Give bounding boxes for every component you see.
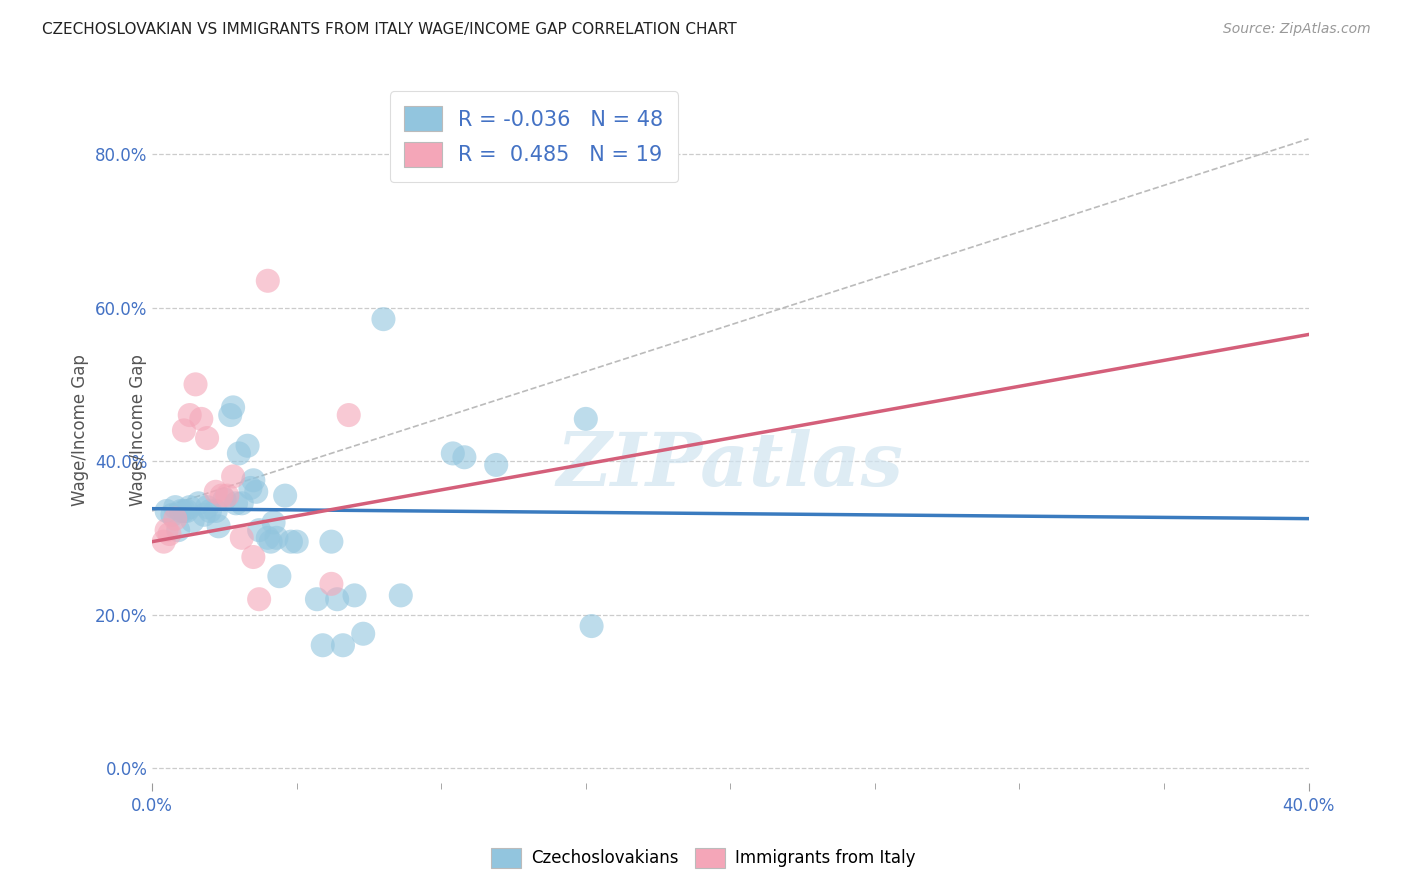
Point — [274, 489, 297, 503]
Point — [219, 408, 242, 422]
Point — [247, 523, 270, 537]
Point — [152, 534, 174, 549]
Point — [222, 469, 245, 483]
Point — [228, 446, 250, 460]
Point — [321, 577, 343, 591]
Point — [239, 481, 262, 495]
Point — [187, 496, 209, 510]
Point — [266, 531, 288, 545]
Point — [159, 527, 181, 541]
Point — [485, 458, 508, 472]
Point — [165, 500, 187, 515]
Point — [312, 638, 335, 652]
Point — [343, 588, 366, 602]
Point — [217, 489, 239, 503]
Point — [269, 569, 291, 583]
Text: Source: ZipAtlas.com: Source: ZipAtlas.com — [1223, 22, 1371, 37]
Point — [247, 592, 270, 607]
Point — [195, 500, 218, 515]
Point — [285, 534, 308, 549]
Point — [156, 504, 179, 518]
Point — [173, 424, 195, 438]
Point — [575, 412, 598, 426]
Point — [204, 484, 226, 499]
Point — [453, 450, 475, 465]
Point — [214, 492, 236, 507]
Text: ZIPatlas: ZIPatlas — [557, 429, 904, 502]
Point — [222, 401, 245, 415]
Point — [256, 531, 278, 545]
Point — [193, 508, 215, 522]
Point — [260, 534, 283, 549]
Point — [176, 504, 198, 518]
Point — [245, 484, 267, 499]
Point — [179, 500, 201, 515]
Point — [256, 274, 278, 288]
Point — [441, 446, 464, 460]
Legend: R = -0.036   N = 48, R =  0.485   N = 19: R = -0.036 N = 48, R = 0.485 N = 19 — [389, 91, 678, 182]
Point — [326, 592, 349, 607]
Point — [231, 496, 253, 510]
Point — [581, 619, 603, 633]
Point — [195, 431, 218, 445]
Point — [204, 504, 226, 518]
Point — [208, 519, 231, 533]
Point — [167, 523, 190, 537]
Point — [165, 511, 187, 525]
Point — [305, 592, 328, 607]
Point — [181, 514, 204, 528]
Y-axis label: Wage/Income Gap: Wage/Income Gap — [128, 354, 146, 507]
Point — [184, 377, 207, 392]
Text: CZECHOSLOVAKIAN VS IMMIGRANTS FROM ITALY WAGE/INCOME GAP CORRELATION CHART: CZECHOSLOVAKIAN VS IMMIGRANTS FROM ITALY… — [42, 22, 737, 37]
Point — [321, 534, 343, 549]
Point — [373, 312, 395, 326]
Legend: Czechoslovakians, Immigrants from Italy: Czechoslovakians, Immigrants from Italy — [484, 841, 922, 875]
Point — [280, 534, 302, 549]
Point — [170, 504, 193, 518]
Point — [263, 516, 285, 530]
Point — [156, 523, 179, 537]
Point — [242, 473, 264, 487]
Point — [211, 489, 233, 503]
Point — [190, 412, 212, 426]
Point — [198, 504, 221, 518]
Point — [173, 504, 195, 518]
Point — [389, 588, 412, 602]
Point — [242, 549, 264, 564]
Point — [337, 408, 360, 422]
Point — [332, 638, 354, 652]
Point — [236, 439, 259, 453]
Point — [231, 531, 253, 545]
Y-axis label: Wage/Income Gap: Wage/Income Gap — [72, 354, 89, 507]
Point — [179, 408, 201, 422]
Point — [352, 626, 374, 640]
Point — [225, 496, 247, 510]
Point — [162, 508, 184, 522]
